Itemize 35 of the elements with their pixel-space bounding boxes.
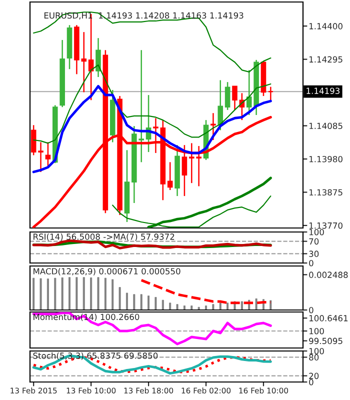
candlestick <box>30 124 36 156</box>
candlestick <box>218 80 224 131</box>
y-tick-label: 1.14295 <box>309 56 342 63</box>
y-tick-label: 1.13875 <box>309 189 342 196</box>
y-tick-label: 0 <box>309 306 314 314</box>
y-tick-label: 100 <box>309 348 324 354</box>
candlestick <box>45 142 51 167</box>
candlestick <box>210 112 216 141</box>
y-tick-label: 1.13770 <box>309 222 342 229</box>
ref-line-label: 1.14193 <box>306 88 340 94</box>
y-tick-label: 70 <box>309 238 319 245</box>
chart-title: MACD(12,26,9) 0.000671 0.000550 <box>34 268 180 276</box>
candlestick <box>182 144 188 197</box>
y-tick-label: 0 <box>309 378 314 386</box>
candlestick <box>232 86 238 111</box>
chart-title: RSI(14) 56.5008 ->MA(7) 57.9372 <box>34 233 174 241</box>
candlestick <box>167 162 173 191</box>
y-tick-label: 100.6461 <box>309 315 348 322</box>
line-series <box>32 84 272 174</box>
y-tick-label: 100 <box>309 328 324 334</box>
y-tick-label: 0.002488 <box>309 272 348 278</box>
y-tick-label: 1.13980 <box>309 156 342 162</box>
line-series <box>33 12 272 73</box>
y-tick-label: 1.14400 <box>309 23 342 30</box>
y-tick-label: 0 <box>309 260 314 266</box>
y-tick-label: 20 <box>309 372 319 380</box>
candlestick <box>38 142 44 173</box>
candlestick <box>224 81 230 111</box>
y-tick-label: 1.14085 <box>309 122 342 130</box>
y-tick-label: 80 <box>309 354 319 360</box>
line-series <box>32 312 272 346</box>
candlestick <box>96 37 101 78</box>
y-tick-label: 100 <box>309 228 324 236</box>
y-tick-label: 30 <box>309 250 319 257</box>
y-tick-label: 99.5095 <box>309 338 342 344</box>
